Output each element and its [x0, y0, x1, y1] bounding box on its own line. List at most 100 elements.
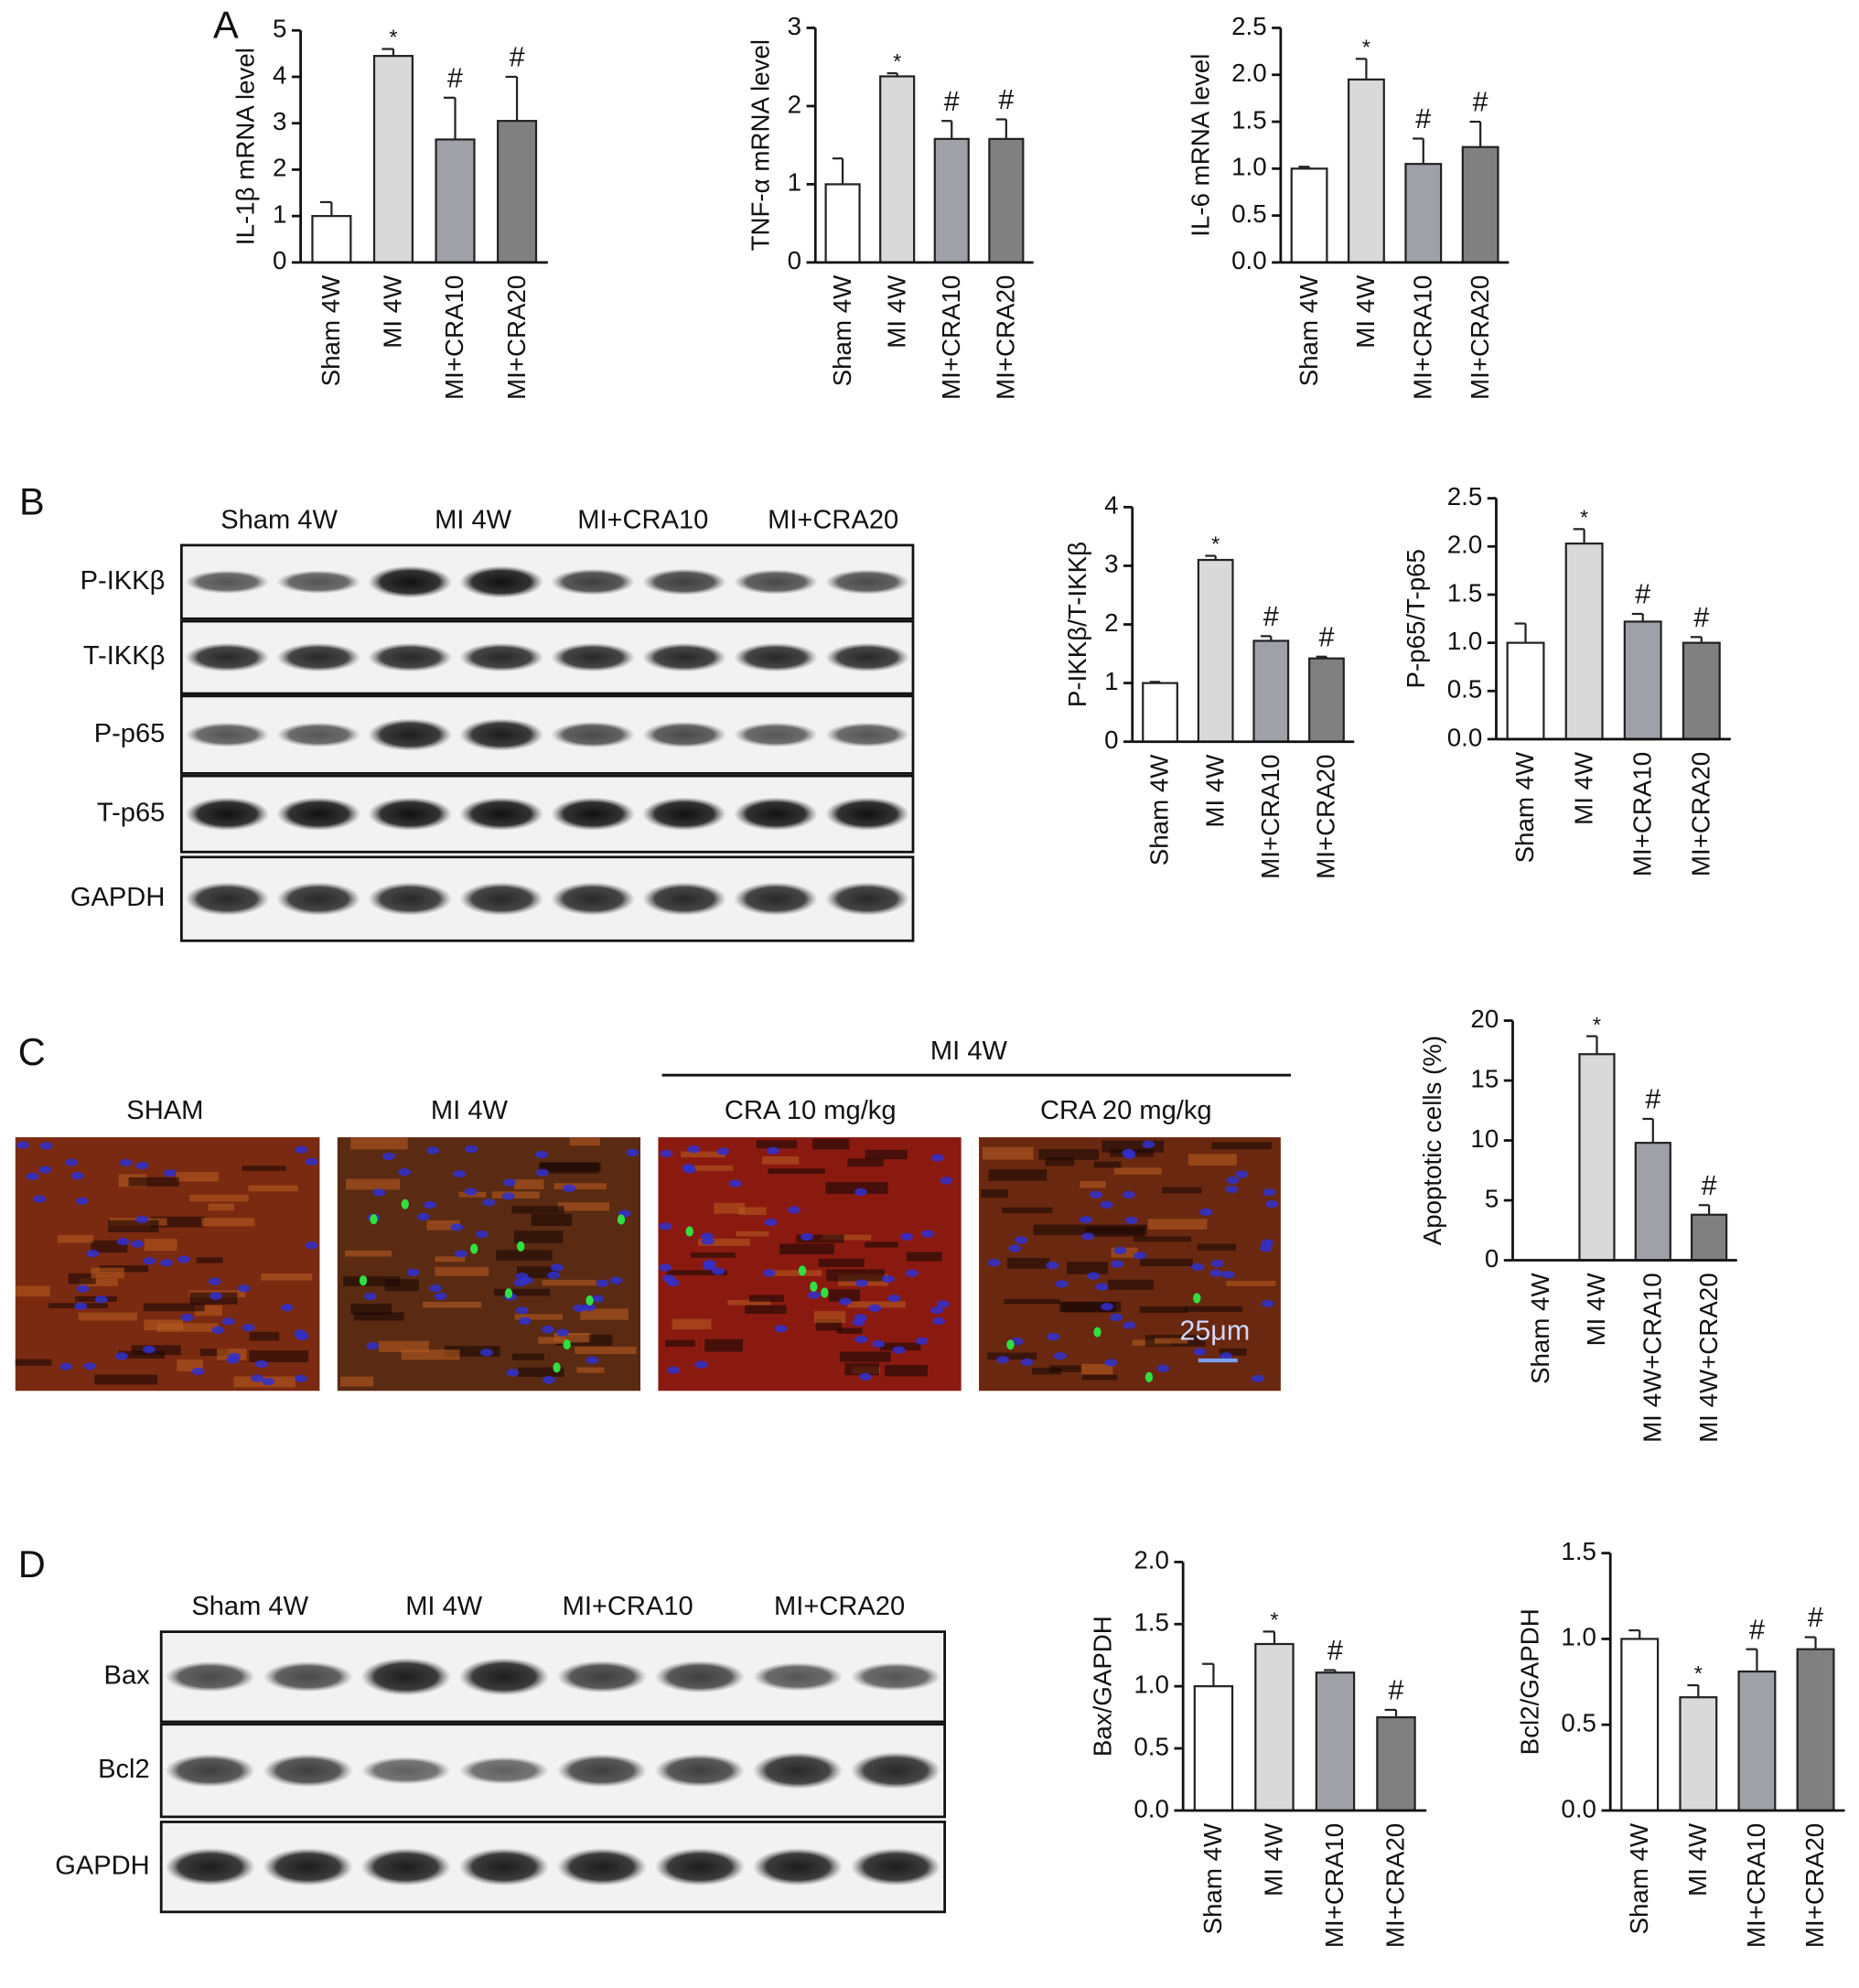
- tissue-streak: [1049, 1365, 1081, 1372]
- tissue-streak: [78, 1312, 138, 1321]
- nucleus: [905, 1269, 919, 1277]
- tissue-streak: [340, 1376, 374, 1387]
- nucleus: [767, 1146, 779, 1155]
- nucleus: [59, 1362, 73, 1370]
- tissue-streak: [557, 1202, 610, 1211]
- y-tick-label: 3: [788, 12, 801, 40]
- blot-band: [185, 797, 270, 832]
- blot-band: [458, 1757, 550, 1785]
- tissue-streak: [575, 1347, 637, 1354]
- tissue-streak: [839, 1351, 891, 1362]
- lane-group-label: Sham 4W: [220, 505, 338, 534]
- tissue-streak: [1147, 1219, 1208, 1230]
- blot-row-label: T-p65: [97, 798, 165, 827]
- blot-band: [556, 1847, 648, 1886]
- blot-band: [459, 797, 544, 832]
- tissue-streak: [1038, 1149, 1100, 1160]
- nucleus: [667, 1366, 681, 1374]
- nucleus: [160, 1259, 174, 1267]
- tissue-streak: [531, 1213, 573, 1226]
- blot-band: [185, 570, 270, 594]
- blot-band: [263, 1847, 354, 1886]
- nucleus: [26, 1172, 39, 1180]
- bar: [1623, 620, 1662, 741]
- nucleus: [1209, 1269, 1223, 1277]
- x-tick-label: MI+CRA20: [1312, 755, 1340, 879]
- blot-band: [276, 797, 361, 832]
- nucleus: [591, 1295, 605, 1303]
- nucleus: [940, 1177, 953, 1185]
- y-tick-label: 1.5: [1231, 105, 1267, 134]
- bar: [1620, 1638, 1660, 1812]
- bar: [1193, 1685, 1234, 1812]
- blot-band: [368, 642, 453, 672]
- bar: [988, 137, 1025, 263]
- nucleus: [295, 1145, 308, 1154]
- y-tick-label: 0: [1104, 725, 1118, 754]
- nucleus: [551, 1263, 564, 1272]
- x-tick-label: MI+CRA10: [1256, 755, 1284, 879]
- image-title: CRA 20 mg/kg: [1040, 1096, 1212, 1125]
- bar: [1376, 1716, 1416, 1812]
- bar: [1252, 639, 1290, 743]
- x-tick-label: Sham 4W: [1145, 754, 1174, 865]
- nucleus: [839, 1297, 852, 1306]
- nucleus: [1101, 1303, 1114, 1311]
- nucleus: [366, 1342, 380, 1350]
- blot-band: [459, 718, 544, 751]
- significance-mark: #: [1263, 601, 1279, 632]
- significance-mark: *: [1580, 505, 1588, 529]
- x-tick-label: MI 4W+CRA10: [1638, 1273, 1666, 1443]
- significance-mark: #: [447, 62, 463, 93]
- nucleus: [583, 1303, 596, 1312]
- nucleus: [1100, 1200, 1113, 1209]
- tissue-streak: [1140, 1258, 1194, 1267]
- tunel-cell: [1093, 1327, 1101, 1338]
- tissue-streak: [836, 1327, 863, 1334]
- blot-band: [368, 565, 453, 598]
- nucleus: [930, 1154, 944, 1162]
- tissue-streak: [249, 1350, 309, 1362]
- nucleus: [932, 1316, 946, 1326]
- panel-letter: D: [18, 1542, 46, 1585]
- significance-mark: #: [1808, 1602, 1823, 1633]
- blot-band: [551, 797, 636, 832]
- tissue-streak: [496, 1250, 553, 1261]
- blot-row-label: Bax: [104, 1660, 151, 1690]
- nucleus: [987, 1259, 1001, 1267]
- blot-band: [360, 1757, 452, 1785]
- panel-letter: C: [18, 1030, 46, 1073]
- nucleus: [71, 1172, 84, 1180]
- significance-mark: *: [1593, 1013, 1601, 1037]
- tissue-streak: [885, 1364, 928, 1377]
- blot-band: [459, 565, 544, 598]
- blot-band: [368, 718, 453, 751]
- significance-mark: #: [998, 84, 1014, 115]
- lane-group-label: MI+CRA20: [768, 505, 898, 534]
- tissue-streak: [378, 1340, 429, 1353]
- tissue-streak: [189, 1194, 249, 1202]
- blot-band: [368, 882, 453, 916]
- tunel-cell: [563, 1339, 571, 1350]
- tissue-streak: [714, 1202, 746, 1214]
- significance-mark: #: [1749, 1614, 1765, 1645]
- image-title: MI 4W: [431, 1096, 509, 1125]
- x-tick-label: MI+CRA10: [1320, 1823, 1349, 1948]
- tunel-cell: [553, 1362, 561, 1373]
- blot-band: [360, 1658, 452, 1696]
- blot-band: [459, 642, 544, 672]
- nucleus: [703, 1259, 716, 1268]
- nucleus: [1047, 1332, 1060, 1341]
- bar: [1737, 1670, 1777, 1812]
- y-tick-label: 2: [1104, 608, 1118, 637]
- nucleus: [94, 1295, 108, 1304]
- tunel-cell: [586, 1295, 594, 1306]
- nucleus: [464, 1187, 478, 1196]
- nucleus: [1225, 1185, 1239, 1194]
- y-axis-title: Bax/GAPDH: [1089, 1616, 1117, 1757]
- tissue-streak: [1081, 1374, 1118, 1381]
- tissue-streak: [762, 1156, 800, 1165]
- blot-band: [825, 882, 909, 916]
- tunel-cell: [798, 1265, 807, 1276]
- tissue-streak: [812, 1138, 850, 1150]
